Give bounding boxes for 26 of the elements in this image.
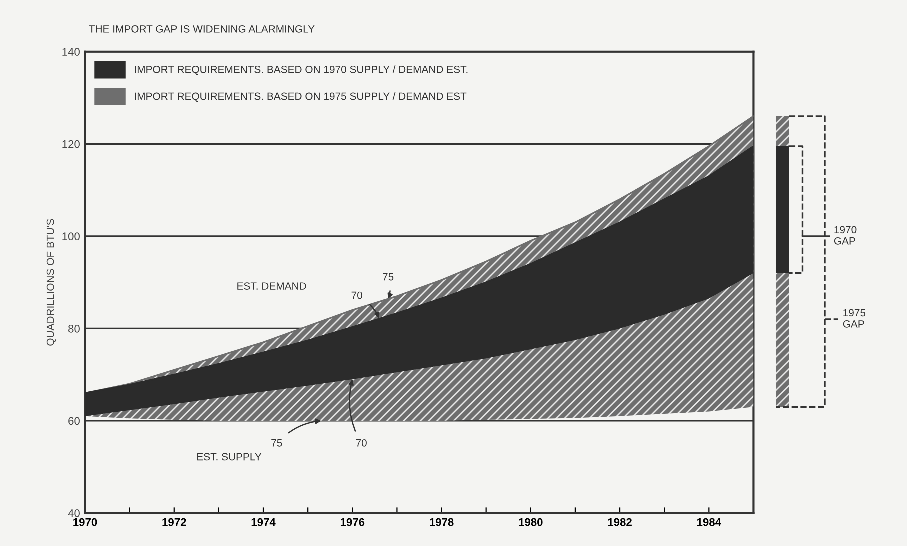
y-tick-label: 100 — [62, 232, 80, 241]
annotation: 75 — [383, 273, 394, 281]
y-tick-label: 60 — [68, 417, 80, 426]
annotation: EST. SUPPLY — [198, 453, 262, 461]
annotation: EST. DEMAND — [238, 282, 306, 290]
y-tick-label: 40 — [68, 510, 80, 518]
y-tick-label: 120 — [62, 140, 80, 148]
x-tick-label: 1970 — [74, 518, 98, 526]
x-tick-label: 1974 — [252, 518, 276, 526]
annotation: 70 — [352, 292, 362, 300]
x-tick-label: 1972 — [162, 518, 186, 526]
y-tick-label: 80 — [68, 324, 80, 333]
legend-label: IMPORT REQUIREMENTS. BASED ON 1975 SUPPLY / DEMAND EST — [135, 92, 467, 102]
y-tick-label: 140 — [62, 48, 80, 56]
x-tick-label: 1978 — [430, 518, 454, 526]
x-tick-label: 1976 — [340, 518, 365, 526]
text: 1975 GAP — [843, 309, 866, 328]
chart-title: THE IMPORT GAP IS WIDENING ALARMINGLY — [89, 25, 315, 33]
y-axis-title: QUADRILLIONS OF BTU'S — [46, 219, 56, 346]
text: 1970 GAP — [834, 226, 857, 245]
x-tick-label: 1980 — [519, 518, 543, 526]
x-tick-label: 1982 — [608, 518, 632, 526]
legend-label: IMPORT REQUIREMENTS. BASED ON 1970 SUPPLY / DEMAND EST. — [135, 66, 468, 76]
x-tick-label: 1984 — [697, 518, 722, 526]
annotation: 75 — [272, 440, 282, 447]
annotation: 70 — [356, 439, 367, 447]
